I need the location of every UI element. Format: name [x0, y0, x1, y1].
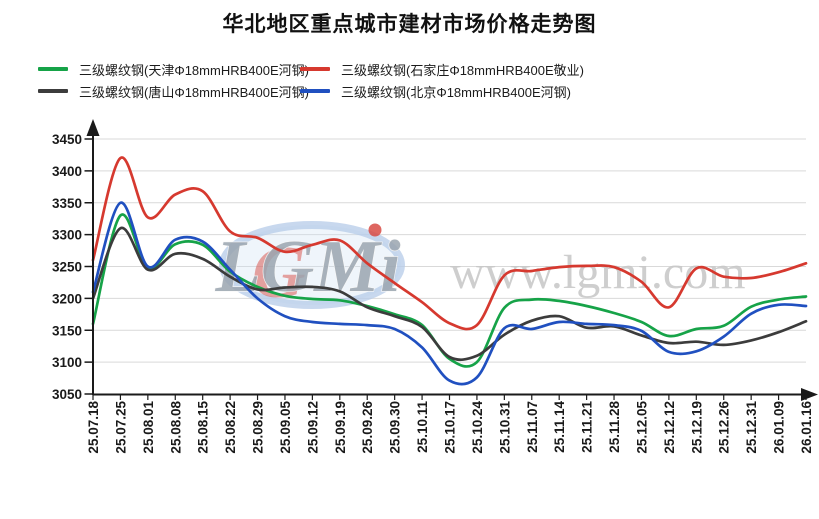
x-tick-label: 25.12.26: [717, 401, 732, 454]
y-tick-label: 3200: [52, 291, 82, 306]
x-tick-label: 25.08.15: [196, 401, 211, 454]
legend-row: 三级螺纹钢(唐山Φ18mmHRB400E河钢) 三级螺纹钢(北京Φ18mmHRB…: [38, 80, 584, 102]
legend-item-tianjin: 三级螺纹钢(天津Φ18mmHRB400E河钢): [38, 60, 309, 79]
x-tick-label: 25.08.22: [223, 401, 238, 454]
legend-label: 三级螺纹钢(唐山Φ18mmHRB400E河钢): [79, 84, 309, 100]
x-tick-label: 25.12.19: [689, 401, 704, 454]
x-tick-label: 25.11.21: [580, 401, 595, 453]
axes: [84, 119, 818, 401]
x-tick-label: 25.09.26: [360, 401, 375, 454]
x-tick-label: 25.11.07: [525, 401, 540, 453]
x-tick-label: 25.09.05: [278, 401, 293, 454]
y-tick-label: 3300: [52, 228, 82, 243]
legend-line-icon: [300, 89, 330, 93]
legend-item-beijing: 三级螺纹钢(北京Φ18mmHRB400E河钢): [300, 82, 571, 101]
y-tick-label: 3050: [52, 387, 82, 402]
chart-title: 华北地区重点城市建材市场价格走势图: [222, 13, 597, 36]
legend-label: 三级螺纹钢(北京Φ18mmHRB400E河钢): [341, 84, 571, 100]
x-tick-label: 25.12.31: [744, 401, 759, 454]
series-line-2: [91, 226, 808, 362]
x-tick-label: 25.10.17: [443, 401, 458, 454]
x-axis-labels: 25.07.18 25.07.25 25.08.01 25.08.08 25.08.15…: [86, 401, 814, 454]
y-axis-arrow-icon: [86, 119, 100, 136]
legend: 三级螺纹钢(天津Φ18mmHRB400E河钢) 三级螺纹钢(石家庄Φ18mmHR…: [38, 58, 584, 102]
x-tick-label: 25.10.11: [415, 401, 430, 453]
x-tick-label: 25.10.24: [470, 401, 485, 454]
legend-line-icon: [300, 67, 330, 71]
x-tick-label: 25.09.19: [333, 401, 348, 454]
y-axis-labels: 3050 3100 3150 3200 3250 3300 3350 3400 3450: [52, 132, 82, 402]
x-tick-label: 25.07.18: [86, 401, 101, 454]
x-tick-label: 25.11.14: [552, 401, 567, 453]
x-tick-label: 25.07.25: [113, 401, 128, 454]
x-tick-label: 25.12.05: [634, 401, 649, 454]
y-tick-label: 3350: [52, 196, 82, 211]
y-tick-label: 3150: [52, 323, 82, 338]
y-tick-label: 3450: [52, 132, 82, 147]
legend-item-tangshan: 三级螺纹钢(唐山Φ18mmHRB400E河钢): [38, 82, 309, 101]
y-tick-label: 3100: [52, 355, 82, 370]
series-lines: [91, 156, 808, 386]
x-tick-label: 25.08.08: [168, 401, 183, 454]
x-tick-label: 25.12.12: [662, 401, 677, 454]
x-axis-arrow-icon: [801, 388, 818, 401]
watermark-url-text: www.lgmi.com: [450, 246, 746, 299]
x-tick-label: 25.11.28: [607, 401, 622, 453]
watermark-logo-dot-icon: [368, 223, 382, 237]
x-tick-label: 26.01.16: [799, 401, 814, 454]
x-tick-label: 25.10.31: [497, 401, 512, 454]
series-line-3: [91, 201, 808, 386]
legend-line-icon: [38, 89, 68, 93]
legend-line-icon: [38, 67, 68, 71]
legend-label: 三级螺纹钢(天津Φ18mmHRB400E河钢): [79, 62, 309, 78]
x-tick-label: 25.09.30: [388, 401, 403, 454]
x-tick-label: 25.08.29: [251, 401, 266, 454]
x-tick-label: 26.01.09: [772, 401, 787, 454]
legend-item-shijiazhuang: 三级螺纹钢(石家庄Φ18mmHRB400E敬业): [300, 60, 584, 79]
x-tick-label: 25.08.01: [141, 401, 156, 454]
legend-row: 三级螺纹钢(天津Φ18mmHRB400E河钢) 三级螺纹钢(石家庄Φ18mmHR…: [38, 58, 584, 80]
y-tick-label: 3400: [52, 164, 82, 179]
series-line-1: [91, 156, 808, 331]
x-tick-label: 25.09.12: [305, 401, 320, 454]
legend-label: 三级螺纹钢(石家庄Φ18mmHRB400E敬业): [341, 62, 584, 78]
y-tick-label: 3250: [52, 260, 82, 275]
